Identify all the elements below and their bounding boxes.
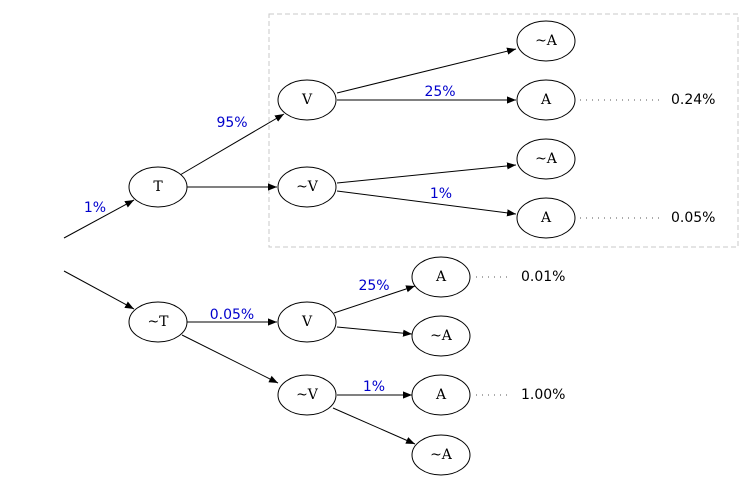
node-t-v-a: [516, 79, 576, 121]
node-not-t-v-a: [411, 256, 471, 298]
node-t-not-v-not-a-label: ~A: [535, 151, 558, 167]
node-not-t: [128, 301, 188, 343]
edge-t-to-v: [179, 113, 285, 176]
node-t-not-v: [277, 166, 337, 208]
result-not-t-v-a: 0.01%: [521, 269, 565, 285]
node-t-v-label: V: [301, 92, 313, 108]
edge-not-t-v-to-not-a: [336, 326, 413, 337]
node-not-t-not-v: [277, 374, 337, 416]
node-not-t-v-a-label: A: [435, 269, 447, 285]
edge-t-v-to-not-a: [336, 47, 517, 94]
highlight-box: [268, 13, 739, 248]
edge-label-t-v-to-a: 25%: [424, 84, 455, 100]
edge-label-not-t-to-v: 0.05%: [210, 307, 254, 323]
result-t-v-a: 0.24%: [671, 92, 715, 108]
node-not-t-v: [277, 301, 337, 343]
node-t-v: [277, 79, 337, 121]
nodes: [128, 20, 576, 476]
edge-label-t-not-v-to-a: 1%: [430, 186, 452, 202]
node-not-t-not-v-a-label: A: [435, 387, 447, 403]
edge-t-not-v-to-a: [336, 190, 517, 217]
edge-root-to-not-t: [63, 270, 135, 310]
edge-label-not-t-v-to-a: 25%: [358, 278, 389, 294]
edge-t-not-v-to-not-a: [336, 162, 517, 184]
result-leaders: [476, 99, 660, 396]
edge-not-t-to-not-v: [181, 334, 279, 384]
edge-not-t-not-v-to-not-a: [332, 407, 416, 445]
node-t-not-v-not-a: [516, 138, 576, 180]
edge-label-not-t-not-v-to-a: 1%: [363, 379, 385, 395]
edge-not-t-v-to-a: [333, 285, 416, 314]
node-not-t-v-not-a: [411, 315, 471, 357]
node-not-t-not-v-label: ~V: [296, 387, 319, 403]
result-t-not-v-a: 0.05%: [671, 210, 715, 226]
node-not-t-label: ~T: [147, 314, 169, 330]
result-not-t-not-v-a: 1.00%: [521, 387, 565, 403]
node-t: [128, 166, 188, 208]
node-t-label: T: [153, 179, 163, 195]
edge-root-to-t: [63, 199, 135, 239]
node-not-t-not-v-not-a-label: ~A: [430, 447, 453, 463]
node-t-v-not-a-label: ~A: [535, 33, 558, 49]
node-t-not-v-a-label: A: [540, 210, 552, 226]
edge-label-t-to-v: 95%: [216, 115, 247, 131]
node-t-not-v-a: [516, 197, 576, 239]
node-not-t-not-v-not-a: [411, 434, 471, 476]
node-t-v-a-label: A: [540, 92, 552, 108]
node-t-v-not-a: [516, 20, 576, 62]
edges: [63, 47, 517, 445]
node-t-not-v-label: ~V: [296, 179, 319, 195]
edge-label-root-to-t: 1%: [84, 200, 106, 216]
node-not-t-not-v-a: [411, 374, 471, 416]
node-not-t-v-label: V: [301, 314, 313, 330]
node-not-t-v-not-a-label: ~A: [430, 328, 453, 344]
